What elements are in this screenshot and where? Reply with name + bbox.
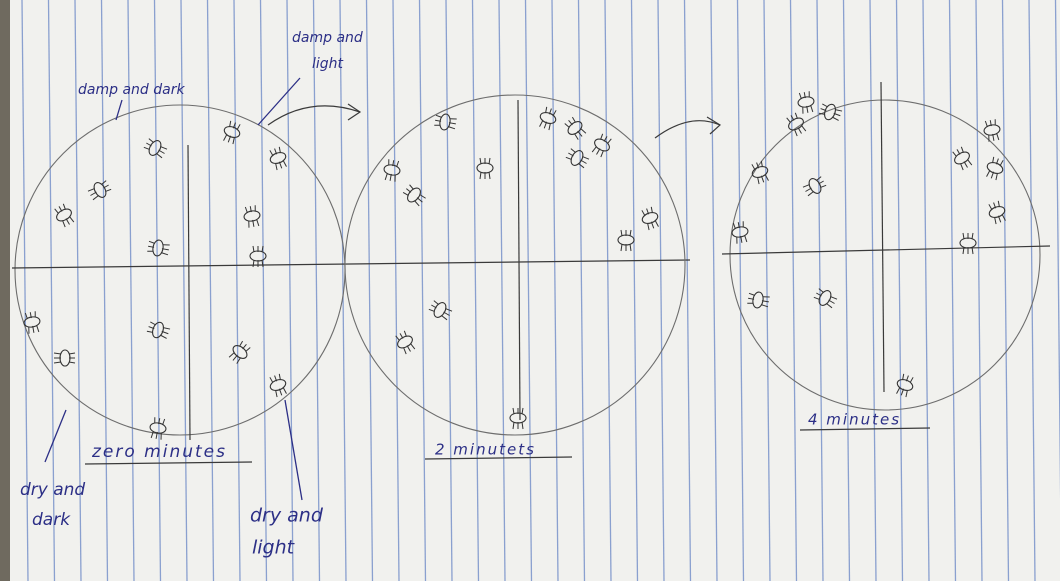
paper-edge [0, 0, 10, 581]
label: dry and [20, 480, 85, 500]
label: dark [32, 510, 71, 530]
label: light [252, 537, 296, 559]
caption: 2 minutets [435, 441, 536, 459]
label: damp and [292, 30, 363, 46]
label: dry and [250, 505, 324, 527]
caption: zero minutes [91, 442, 227, 462]
label: light [312, 56, 344, 72]
caption: 4 minutes [808, 411, 901, 429]
notebook-photo: damp and dark damp and light dry and dar… [0, 0, 1060, 581]
label: damp and dark [78, 82, 185, 98]
